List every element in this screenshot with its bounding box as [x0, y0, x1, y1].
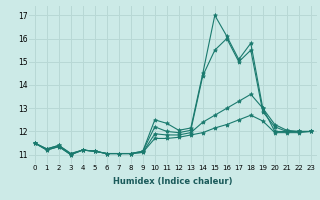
- X-axis label: Humidex (Indice chaleur): Humidex (Indice chaleur): [113, 177, 233, 186]
